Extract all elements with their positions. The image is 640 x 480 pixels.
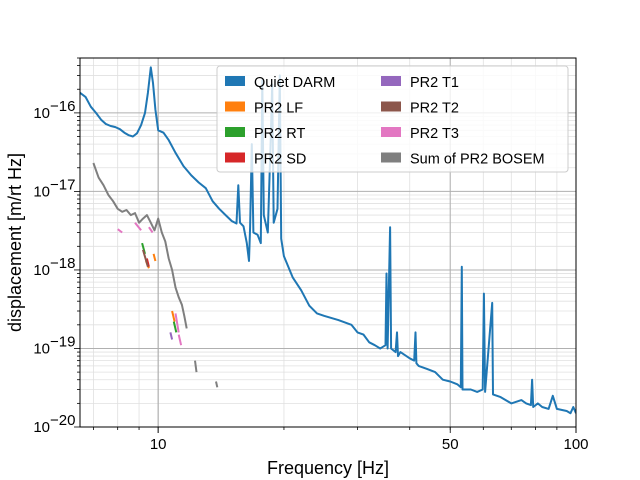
- legend-label: PR2 LF: [254, 101, 303, 117]
- legend-label: PR2 SD: [254, 152, 306, 168]
- y-tick-exponent: −18: [50, 255, 75, 272]
- legend-swatch: [225, 76, 245, 86]
- legend-swatch: [225, 152, 245, 163]
- y-tick-label: 10: [33, 419, 50, 436]
- series-line-pr2-t2: [142, 249, 149, 267]
- legend-label: PR2 RT: [254, 126, 305, 142]
- series-line-pr2-t1: [169, 332, 174, 340]
- series-line-sum-of-pr2-bosem: [194, 360, 198, 373]
- series-line-pr2-t3: [148, 226, 154, 234]
- series-line-pr2-t3: [174, 313, 180, 333]
- y-tick-exponent: −19: [50, 333, 75, 350]
- legend-label: Quiet DARM: [254, 75, 335, 91]
- series-pr2-t3: [117, 222, 183, 346]
- x-tick-labels: 10 50 100: [150, 436, 589, 453]
- y-tick-exponent: −17: [50, 176, 75, 193]
- series-line-pr2-t3: [134, 222, 142, 231]
- series-pr2-sd: [145, 258, 150, 267]
- x-axis-title: Frequency [Hz]: [267, 458, 389, 478]
- series-line-pr2-t3: [117, 228, 123, 234]
- y-tick-label: 10: [33, 262, 50, 279]
- y-tick-label: 10: [33, 183, 50, 200]
- series-layer: [80, 66, 576, 415]
- series-line-pr2-sd: [145, 258, 150, 267]
- series-line-sum-of-pr2-bosem: [215, 381, 219, 388]
- y-tick-label: 10: [33, 105, 50, 122]
- series-line-quiet-darm: [80, 66, 576, 415]
- x-tick-label: 10: [150, 436, 167, 453]
- series-line-sum-of-pr2-bosem: [92, 162, 188, 329]
- series-quiet-darm: [80, 66, 576, 415]
- series-pr2-t1: [169, 332, 174, 340]
- x-tick-label: 100: [563, 436, 588, 453]
- legend-swatch: [381, 101, 401, 112]
- y-tick-label: 10: [33, 340, 50, 357]
- legend-swatch: [381, 152, 401, 163]
- y-axis-title: displacement [m/rt Hz]: [5, 153, 25, 332]
- legend: Quiet DARM PR2 LF PR2 RT PR2 SD PR2 T1 PR2 T2…: [216, 65, 569, 173]
- legend-label: PR2 T1: [410, 75, 459, 91]
- y-tick-exponent: −20: [50, 412, 75, 429]
- legend-label: Sum of PR2 BOSEM: [410, 152, 545, 168]
- legend-box: [216, 65, 569, 173]
- series-sum-of-pr2-bosem: [92, 162, 219, 388]
- legend-swatch: [225, 127, 245, 137]
- series-line-pr2-rt: [172, 321, 178, 333]
- series-line-pr2-t3: [177, 334, 183, 346]
- y-tick-exponent: −16: [50, 98, 75, 115]
- series-pr2-t2: [142, 249, 149, 267]
- series-line-pr2-lf: [152, 253, 157, 262]
- x-tick-label: 50: [442, 436, 459, 453]
- legend-swatch: [225, 101, 245, 112]
- series-line-pr2-lf: [171, 310, 176, 322]
- legend-swatch: [381, 127, 401, 137]
- legend-swatch: [381, 76, 401, 86]
- plot-frame: [79, 57, 577, 428]
- legend-label: PR2 T3: [410, 126, 459, 142]
- legend-label: PR2 T2: [410, 101, 459, 117]
